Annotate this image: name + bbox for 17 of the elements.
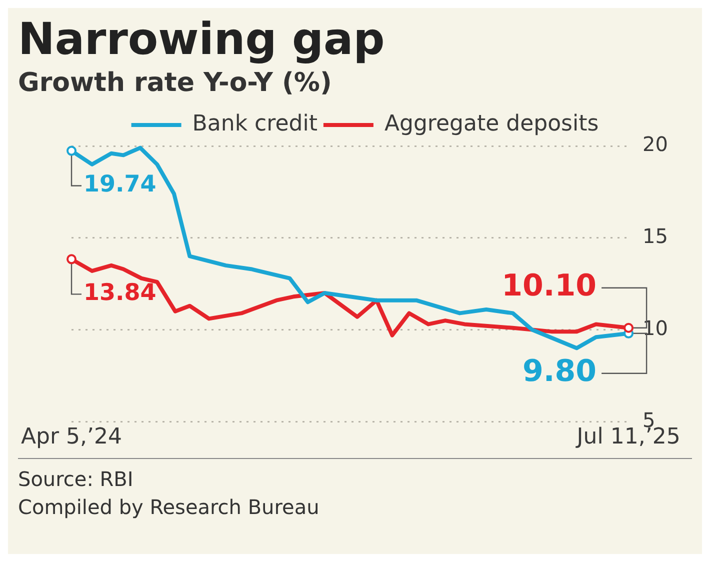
legend-label: Bank credit (192, 112, 318, 137)
chart-subtitle: Growth rate Y-o-Y (%) (18, 67, 333, 100)
y-tick-label: 10 (642, 316, 668, 340)
text: Compiled by Research Bureau (18, 494, 320, 521)
source-note: Source: RBI (18, 466, 134, 493)
chart-title: Narrowing gap (18, 14, 386, 66)
annotation: 13.84 (84, 280, 156, 306)
point (66, 146, 77, 156)
annotation: 10.10 (502, 268, 597, 304)
y-tick-label: 15 (642, 224, 668, 248)
point (66, 254, 77, 264)
y-tick-label: 20 (642, 132, 668, 156)
annotation: 9.80 (522, 354, 597, 390)
legend-label: Aggregate deposits (384, 112, 599, 137)
point (624, 322, 634, 333)
annotation: 19.74 (84, 172, 156, 198)
x-tick-label: Apr 5,’24 (21, 424, 122, 450)
